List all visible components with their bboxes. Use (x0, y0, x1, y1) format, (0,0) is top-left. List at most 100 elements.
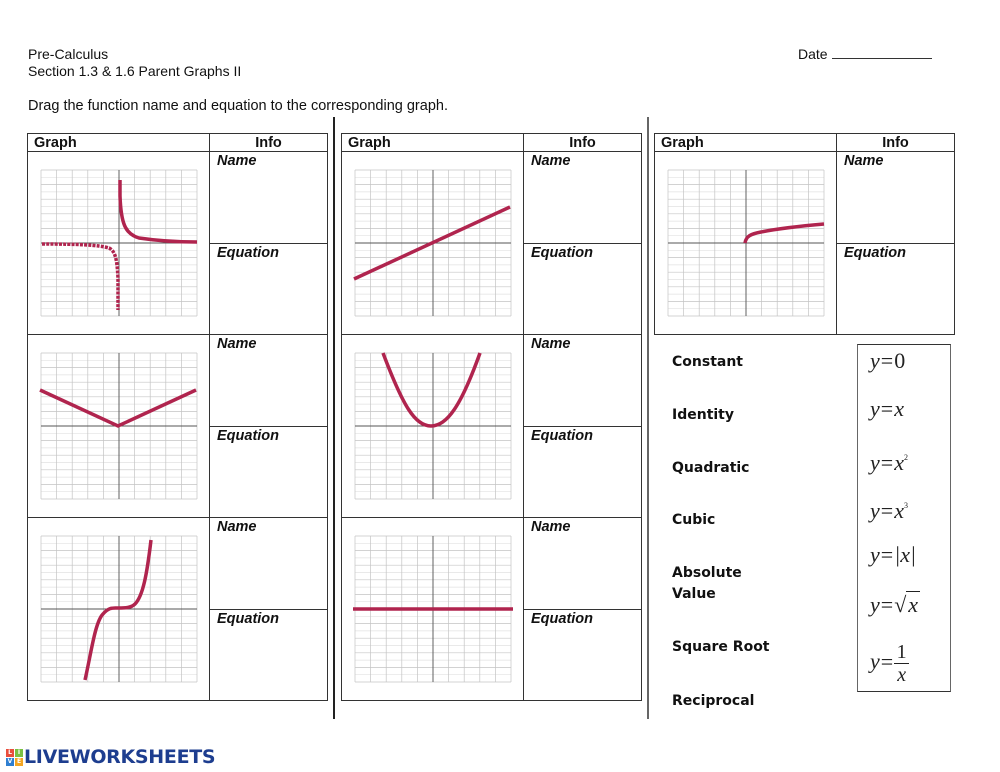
name-drop-zone[interactable]: Name (523, 151, 642, 244)
eq-lhs: y (870, 648, 880, 674)
eq-op: = (880, 348, 894, 373)
date-blank-line[interactable] (831, 47, 932, 59)
name-drop-zone[interactable]: Name (209, 517, 328, 610)
name-line-1: Absolute (672, 565, 742, 581)
draggable-equation-quadratic[interactable]: y=x2 (870, 446, 908, 475)
draggable-equation-square-root[interactable]: y=√x (870, 591, 921, 617)
logo-cube-icon: L I V E (6, 748, 23, 766)
instructions: Drag the function name and equation to t… (28, 98, 448, 114)
square-root-plot (667, 169, 824, 317)
info-column-header: Info (836, 133, 955, 152)
eq-lhs: y (870, 396, 880, 421)
column-divider (333, 117, 335, 719)
equation-drop-zone[interactable]: Equation (523, 242, 642, 335)
draggable-equation-cubic[interactable]: y=x3 (870, 494, 908, 523)
quadratic-plot (354, 352, 511, 500)
equation-label: Equation (844, 244, 907, 261)
graph-table-3: Graph Info Name Equation (654, 133, 955, 335)
draggable-name-square-root[interactable]: Square Root (672, 639, 770, 655)
graph-constant (341, 517, 524, 701)
name-label: Name (217, 519, 257, 535)
course-title: Pre-Calculus (28, 46, 109, 62)
equation-label: Equation (531, 610, 594, 627)
draggable-name-reciprocal[interactable]: Reciprocal (672, 693, 755, 709)
eq-lhs: y (870, 498, 880, 523)
eq-lhs: y (870, 542, 880, 567)
graph-column-header: Graph (341, 133, 524, 152)
eq-op: = (880, 592, 894, 617)
draggable-equation-reciprocal[interactable]: y= 1 x (870, 641, 910, 686)
equation-drop-zone[interactable]: Equation (209, 425, 328, 518)
draggable-name-cubic[interactable]: Cubic (672, 512, 716, 528)
logo-cube-letter: I (15, 748, 23, 757)
equation-drop-zone[interactable]: Equation (209, 608, 328, 701)
logo-cube-letter: L (6, 748, 14, 757)
eq-exponent: 3 (903, 501, 908, 510)
name-label: Name (531, 153, 571, 169)
eq-op: = (880, 450, 894, 475)
name-label: Name (217, 336, 257, 352)
equation-label: Equation (217, 244, 280, 261)
name-label: Name (531, 336, 571, 352)
absolute-value-plot (38, 352, 197, 500)
draggable-name-quadratic[interactable]: Quadratic (672, 460, 750, 476)
logo-text: LIVEWORKSHEETS (24, 746, 216, 768)
eq-op: = (880, 396, 894, 421)
draggable-name-absolute-value[interactable]: Absolute Value (672, 563, 742, 605)
draggable-name-constant[interactable]: Constant (672, 354, 743, 370)
eq-rhs: |x| (894, 542, 917, 567)
eq-radicand: x (906, 591, 921, 617)
name-drop-zone[interactable]: Name (523, 517, 642, 610)
graph-column-header: Graph (654, 133, 837, 152)
eq-rhs: x (894, 498, 904, 523)
equation-drop-zone[interactable]: Equation (523, 608, 642, 701)
name-drop-zone[interactable]: Name (209, 151, 328, 244)
eq-op: = (880, 648, 894, 674)
constant-plot (352, 535, 513, 683)
graph-square-root (654, 151, 837, 335)
name-drop-zone[interactable]: Name (836, 151, 955, 244)
draggable-equation-identity[interactable]: y=x (870, 397, 904, 421)
eq-rhs: 0 (894, 348, 906, 373)
eq-lhs: y (870, 450, 880, 475)
equation-drop-zone[interactable]: Equation (836, 242, 955, 335)
equation-label: Equation (531, 244, 594, 261)
liveworksheets-logo: L I V E LIVEWORKSHEETS (6, 746, 216, 768)
eq-op: = (880, 498, 894, 523)
radical-icon: √ (894, 592, 907, 617)
date-field: Date (798, 46, 932, 63)
name-line-2: Value (672, 586, 716, 602)
draggable-name-identity[interactable]: Identity (672, 407, 735, 423)
equation-bank: y=0 y=x y=x2 y=x3 y=|x| y=√x y= 1 x (857, 344, 951, 692)
graph-table-1: Graph Info Name Equation Name Equation (27, 133, 328, 701)
graph-reciprocal (27, 151, 210, 335)
graph-quadratic (341, 334, 524, 518)
eq-numerator: 1 (896, 641, 907, 663)
eq-denominator: x (894, 663, 910, 686)
logo-cube-letter: V (6, 757, 14, 766)
info-column-header: Info (209, 133, 328, 152)
graph-absolute-value (27, 334, 210, 518)
equation-label: Equation (531, 427, 594, 444)
graph-cubic (27, 517, 210, 701)
column-divider (647, 117, 649, 719)
equation-drop-zone[interactable]: Equation (523, 425, 642, 518)
name-label: Name (844, 153, 884, 169)
name-drop-zone[interactable]: Name (209, 334, 328, 427)
section-title: Section 1.3 & 1.6 Parent Graphs II (28, 63, 242, 79)
equation-label: Equation (217, 610, 280, 627)
name-drop-zone[interactable]: Name (523, 334, 642, 427)
eq-lhs: y (870, 592, 880, 617)
identity-plot (352, 169, 511, 317)
name-label: Name (217, 153, 257, 169)
equation-label: Equation (217, 427, 280, 444)
eq-lhs: y (870, 348, 880, 373)
eq-exponent: 2 (903, 453, 908, 462)
draggable-equation-constant[interactable]: y=0 (870, 349, 905, 373)
equation-drop-zone[interactable]: Equation (209, 242, 328, 335)
graph-column-header: Graph (27, 133, 210, 152)
eq-rhs: x (894, 450, 904, 475)
graph-table-2: Graph Info Name Equation Name Equation (341, 133, 642, 701)
draggable-equation-absolute-value[interactable]: y=|x| (870, 543, 916, 567)
eq-rhs: x (894, 396, 904, 421)
